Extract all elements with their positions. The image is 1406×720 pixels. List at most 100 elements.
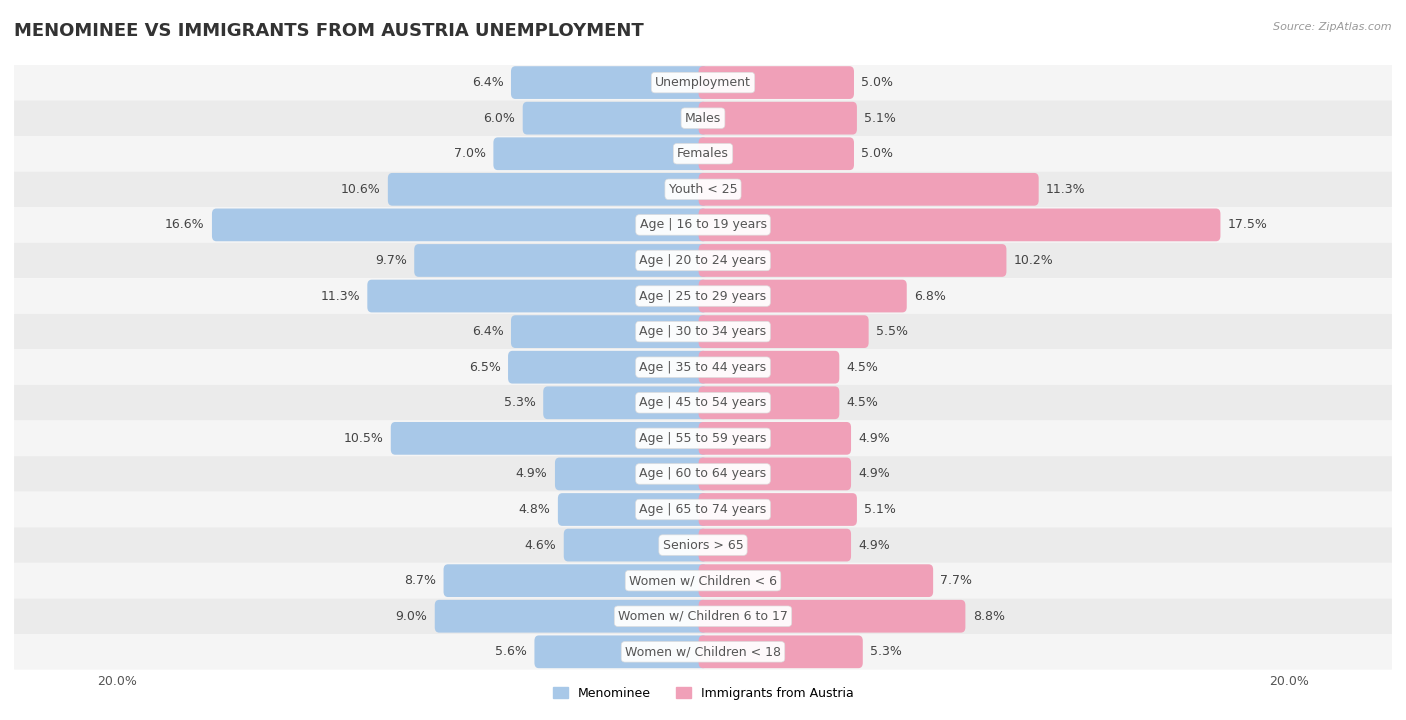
FancyBboxPatch shape bbox=[699, 600, 966, 633]
FancyBboxPatch shape bbox=[699, 102, 856, 135]
Text: Age | 45 to 54 years: Age | 45 to 54 years bbox=[640, 396, 766, 409]
FancyBboxPatch shape bbox=[564, 528, 707, 562]
FancyBboxPatch shape bbox=[699, 209, 1220, 241]
Text: 4.9%: 4.9% bbox=[859, 467, 890, 480]
FancyBboxPatch shape bbox=[494, 138, 707, 170]
FancyBboxPatch shape bbox=[699, 279, 907, 312]
Text: 8.8%: 8.8% bbox=[973, 610, 1005, 623]
FancyBboxPatch shape bbox=[14, 385, 1392, 420]
FancyBboxPatch shape bbox=[510, 315, 707, 348]
FancyBboxPatch shape bbox=[443, 564, 707, 597]
Text: 11.3%: 11.3% bbox=[1046, 183, 1085, 196]
FancyBboxPatch shape bbox=[434, 600, 707, 633]
FancyBboxPatch shape bbox=[699, 173, 1039, 206]
Text: 10.6%: 10.6% bbox=[340, 183, 381, 196]
Text: 8.7%: 8.7% bbox=[404, 574, 436, 587]
Text: 4.9%: 4.9% bbox=[859, 539, 890, 552]
Text: Age | 16 to 19 years: Age | 16 to 19 years bbox=[640, 218, 766, 231]
FancyBboxPatch shape bbox=[14, 243, 1392, 278]
Text: Females: Females bbox=[678, 148, 728, 161]
FancyBboxPatch shape bbox=[699, 422, 851, 455]
FancyBboxPatch shape bbox=[699, 138, 853, 170]
Text: 7.0%: 7.0% bbox=[454, 148, 486, 161]
Text: Source: ZipAtlas.com: Source: ZipAtlas.com bbox=[1274, 22, 1392, 32]
FancyBboxPatch shape bbox=[14, 100, 1392, 136]
FancyBboxPatch shape bbox=[508, 351, 707, 384]
FancyBboxPatch shape bbox=[699, 564, 934, 597]
Text: 7.7%: 7.7% bbox=[941, 574, 973, 587]
FancyBboxPatch shape bbox=[14, 278, 1392, 314]
Text: 5.0%: 5.0% bbox=[862, 76, 893, 89]
FancyBboxPatch shape bbox=[543, 387, 707, 419]
FancyBboxPatch shape bbox=[14, 136, 1392, 171]
Text: 6.5%: 6.5% bbox=[468, 361, 501, 374]
Text: 11.3%: 11.3% bbox=[321, 289, 360, 302]
FancyBboxPatch shape bbox=[14, 171, 1392, 207]
Text: 5.1%: 5.1% bbox=[865, 112, 896, 125]
FancyBboxPatch shape bbox=[14, 634, 1392, 670]
FancyBboxPatch shape bbox=[699, 636, 863, 668]
FancyBboxPatch shape bbox=[14, 456, 1392, 492]
Text: Age | 65 to 74 years: Age | 65 to 74 years bbox=[640, 503, 766, 516]
FancyBboxPatch shape bbox=[699, 244, 1007, 276]
Text: 10.5%: 10.5% bbox=[343, 432, 384, 445]
FancyBboxPatch shape bbox=[699, 528, 851, 562]
FancyBboxPatch shape bbox=[14, 349, 1392, 385]
FancyBboxPatch shape bbox=[14, 563, 1392, 598]
FancyBboxPatch shape bbox=[699, 351, 839, 384]
Text: Age | 25 to 29 years: Age | 25 to 29 years bbox=[640, 289, 766, 302]
FancyBboxPatch shape bbox=[699, 66, 853, 99]
Text: 5.5%: 5.5% bbox=[876, 325, 908, 338]
Text: Age | 30 to 34 years: Age | 30 to 34 years bbox=[640, 325, 766, 338]
FancyBboxPatch shape bbox=[699, 458, 851, 490]
Text: Age | 55 to 59 years: Age | 55 to 59 years bbox=[640, 432, 766, 445]
Text: 5.1%: 5.1% bbox=[865, 503, 896, 516]
FancyBboxPatch shape bbox=[14, 492, 1392, 527]
Text: Women w/ Children 6 to 17: Women w/ Children 6 to 17 bbox=[619, 610, 787, 623]
Text: Women w/ Children < 18: Women w/ Children < 18 bbox=[626, 645, 780, 658]
Text: MENOMINEE VS IMMIGRANTS FROM AUSTRIA UNEMPLOYMENT: MENOMINEE VS IMMIGRANTS FROM AUSTRIA UNE… bbox=[14, 22, 644, 40]
FancyBboxPatch shape bbox=[14, 527, 1392, 563]
FancyBboxPatch shape bbox=[699, 315, 869, 348]
Text: 4.6%: 4.6% bbox=[524, 539, 557, 552]
Text: 5.3%: 5.3% bbox=[870, 645, 903, 658]
Text: 4.9%: 4.9% bbox=[859, 432, 890, 445]
Text: 10.2%: 10.2% bbox=[1014, 254, 1053, 267]
FancyBboxPatch shape bbox=[699, 387, 839, 419]
FancyBboxPatch shape bbox=[415, 244, 707, 276]
Text: Seniors > 65: Seniors > 65 bbox=[662, 539, 744, 552]
Text: 4.8%: 4.8% bbox=[519, 503, 551, 516]
Text: 6.4%: 6.4% bbox=[472, 76, 503, 89]
Text: 5.0%: 5.0% bbox=[862, 148, 893, 161]
FancyBboxPatch shape bbox=[14, 207, 1392, 243]
Text: Unemployment: Unemployment bbox=[655, 76, 751, 89]
Text: Women w/ Children < 6: Women w/ Children < 6 bbox=[628, 574, 778, 587]
FancyBboxPatch shape bbox=[391, 422, 707, 455]
Text: 17.5%: 17.5% bbox=[1227, 218, 1268, 231]
FancyBboxPatch shape bbox=[14, 65, 1392, 100]
Text: 16.6%: 16.6% bbox=[165, 218, 205, 231]
FancyBboxPatch shape bbox=[14, 598, 1392, 634]
FancyBboxPatch shape bbox=[388, 173, 707, 206]
Text: Age | 20 to 24 years: Age | 20 to 24 years bbox=[640, 254, 766, 267]
FancyBboxPatch shape bbox=[555, 458, 707, 490]
Text: Males: Males bbox=[685, 112, 721, 125]
Text: 9.7%: 9.7% bbox=[375, 254, 406, 267]
FancyBboxPatch shape bbox=[14, 420, 1392, 456]
Text: 4.5%: 4.5% bbox=[846, 396, 879, 409]
Text: 6.8%: 6.8% bbox=[914, 289, 946, 302]
FancyBboxPatch shape bbox=[558, 493, 707, 526]
FancyBboxPatch shape bbox=[523, 102, 707, 135]
FancyBboxPatch shape bbox=[212, 209, 707, 241]
FancyBboxPatch shape bbox=[367, 279, 707, 312]
Text: 4.5%: 4.5% bbox=[846, 361, 879, 374]
Text: 4.9%: 4.9% bbox=[516, 467, 547, 480]
FancyBboxPatch shape bbox=[510, 66, 707, 99]
Text: Youth < 25: Youth < 25 bbox=[669, 183, 737, 196]
Text: Age | 35 to 44 years: Age | 35 to 44 years bbox=[640, 361, 766, 374]
Text: 9.0%: 9.0% bbox=[395, 610, 427, 623]
FancyBboxPatch shape bbox=[699, 493, 856, 526]
Text: 6.0%: 6.0% bbox=[484, 112, 516, 125]
Text: 5.3%: 5.3% bbox=[503, 396, 536, 409]
Legend: Menominee, Immigrants from Austria: Menominee, Immigrants from Austria bbox=[553, 687, 853, 700]
